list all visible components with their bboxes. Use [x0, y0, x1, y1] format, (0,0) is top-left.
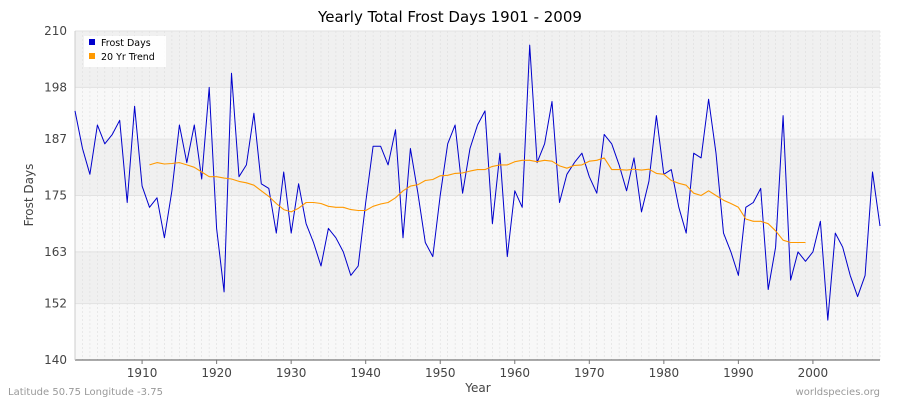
x-tick-label: 1920	[201, 366, 232, 380]
series-layer	[74, 44, 881, 321]
x-tick-label: 1940	[350, 366, 381, 380]
y-tick-label: 163	[44, 245, 67, 259]
legend-swatch-20yr-trend	[89, 53, 95, 59]
chart-title: Yearly Total Frost Days 1901 - 2009	[317, 8, 582, 26]
footer-coordinates: Latitude 50.75 Longitude -3.75	[8, 387, 163, 398]
legend-swatch-frost-days	[89, 39, 95, 45]
y-tick-label: 152	[44, 297, 67, 311]
tick-labels: 140 152 163 175 187 198 210 1910 1920 1930 1940 195…	[44, 24, 828, 380]
x-tick-label: 1930	[276, 366, 307, 380]
x-tick-label: 1950	[425, 366, 456, 380]
legend-label-frost-days: Frost Days	[101, 38, 151, 49]
y-tick-label: 198	[44, 80, 67, 94]
legend: Frost Days 20 Yr Trend	[84, 36, 166, 67]
x-tick-label: 1960	[499, 366, 530, 380]
plot-frame	[74, 31, 880, 361]
x-tick-label: 2000	[798, 366, 829, 380]
y-axis-label: Frost Days	[22, 164, 36, 227]
y-tick-label: 210	[44, 24, 67, 38]
x-tick-label: 1970	[574, 366, 605, 380]
series-line-frost-days	[74, 44, 881, 321]
y-tick-label: 175	[44, 189, 67, 203]
x-axis-label: Year	[464, 381, 490, 395]
legend-box	[84, 36, 166, 67]
footer-source: worldspecies.org	[796, 387, 880, 398]
series-line-20yr-trend	[149, 157, 806, 244]
y-tick-label: 140	[44, 353, 67, 367]
y-tick-label: 187	[44, 132, 67, 146]
x-tick-label: 1910	[127, 366, 158, 380]
x-tick-label: 1980	[649, 366, 680, 380]
x-tick-label: 1990	[723, 366, 754, 380]
legend-label-20yr-trend: 20 Yr Trend	[101, 52, 155, 63]
